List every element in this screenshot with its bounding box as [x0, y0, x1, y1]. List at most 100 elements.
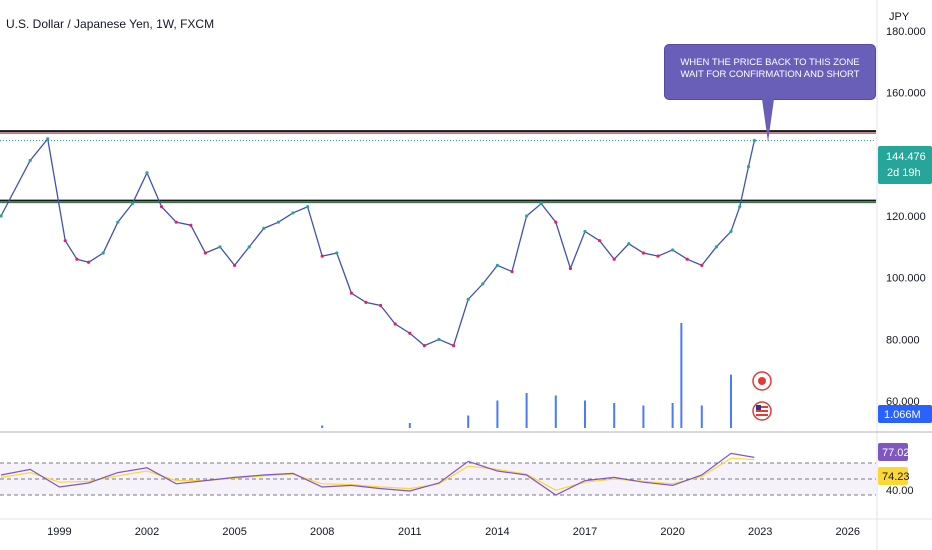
volume-value: 1.066M [884, 409, 921, 421]
flag-stripe-3 [756, 414, 768, 416]
volume-bars [321, 323, 732, 428]
price-point [612, 257, 616, 261]
price-point [656, 254, 660, 258]
earnings-marker-dot [758, 377, 766, 385]
volume-bar [613, 403, 616, 428]
time-tick-label: 2011 [398, 526, 422, 538]
price-point [598, 239, 602, 243]
currency-label: JPY [889, 11, 910, 23]
price-point [174, 220, 178, 224]
price-point [0, 214, 3, 218]
price-point [233, 263, 237, 267]
horizontal-levels [0, 130, 876, 204]
volume-bar [730, 374, 732, 428]
price-line [0, 137, 755, 347]
rsi-pane [0, 452, 876, 496]
price-point [466, 297, 470, 301]
volume-bar [642, 405, 645, 428]
volume-bar [554, 395, 557, 428]
time-tick-label: 2020 [660, 526, 684, 538]
price-point [714, 245, 719, 249]
price-point [738, 205, 742, 209]
price-point [510, 269, 514, 274]
price-point [116, 220, 120, 224]
price-point [349, 291, 353, 295]
price-point [752, 138, 756, 143]
price-point [452, 344, 456, 348]
price-tick-label: 160.000 [886, 88, 926, 100]
volume-bar [408, 423, 411, 428]
price-point [525, 214, 529, 218]
price-point [554, 220, 558, 224]
rsi-ma-value: 74.23 [882, 471, 910, 483]
volume-bar [700, 405, 703, 428]
price-point [306, 205, 310, 209]
price-point [291, 211, 295, 215]
time-tick-label: 1999 [47, 526, 71, 538]
rsi-level-label: 40.00 [886, 485, 914, 497]
time-tick-label: 2005 [222, 526, 246, 538]
price-point [335, 251, 339, 255]
volume-bar [584, 400, 586, 428]
price-point [247, 245, 251, 249]
price-tick-label: 80.000 [886, 334, 920, 346]
last-price-value: 144.476 [886, 151, 926, 163]
price-point [320, 254, 324, 258]
price-point [408, 331, 412, 335]
last-price-badge [878, 146, 932, 184]
price-point [539, 202, 543, 206]
volume-bar [680, 323, 683, 428]
volume-bar [467, 415, 470, 428]
price-tick-label: 120.000 [886, 211, 926, 223]
symbol-title: U.S. Dollar / Japanese Yen, 1W, FXCM [6, 17, 215, 31]
volume-badge [878, 405, 932, 423]
time-tick-label: 2008 [310, 526, 334, 538]
price-point [729, 229, 733, 234]
volume-bar [321, 425, 324, 428]
price-tick-label: 180.000 [886, 26, 926, 38]
price-point [379, 303, 383, 308]
price-point [130, 202, 134, 206]
time-axis-ticks: 1999 2002 2005 2008 2011 2014 2017 2020 2023 2026 [47, 526, 860, 538]
countdown-value: 2d 19h [887, 167, 921, 179]
rsi-value: 77.02 [882, 447, 910, 459]
time-tick-label: 2014 [485, 526, 509, 538]
price-point [671, 248, 675, 252]
callout-pointer [762, 99, 774, 142]
rsi-badge [878, 443, 908, 461]
annotation-callout[interactable]: WHEN THE PRICE BACK TO THIS ZONE WAIT FO… [664, 44, 876, 100]
time-tick-label: 2026 [836, 526, 860, 538]
flag-stripe-1 [756, 406, 768, 408]
volume-bar [496, 400, 499, 428]
price-point [75, 257, 79, 261]
price-point [63, 239, 67, 243]
price-point [145, 171, 149, 175]
price-point [393, 322, 397, 326]
price-point [160, 205, 164, 209]
price-series [0, 137, 756, 348]
price-point [746, 165, 751, 169]
time-tick-label: 2023 [748, 526, 772, 538]
flag-canton [756, 405, 761, 410]
rsi-line [0, 452, 755, 496]
price-point [87, 260, 91, 264]
flag-stripe-2 [756, 410, 768, 412]
price-point [28, 158, 32, 163]
price-point [437, 337, 441, 342]
volume-bar [671, 403, 674, 428]
price-point [218, 245, 222, 249]
price-point [568, 266, 573, 271]
price-point [101, 251, 105, 255]
time-tick-label: 2002 [135, 526, 159, 538]
price-point [641, 251, 646, 255]
price-point [481, 282, 485, 286]
price-point [422, 344, 426, 348]
rsi-ma-badge [878, 467, 908, 485]
price-point [46, 137, 50, 141]
price-point [364, 300, 368, 304]
price-point [495, 263, 499, 267]
price-point [276, 220, 280, 224]
volume-bar [525, 393, 528, 428]
